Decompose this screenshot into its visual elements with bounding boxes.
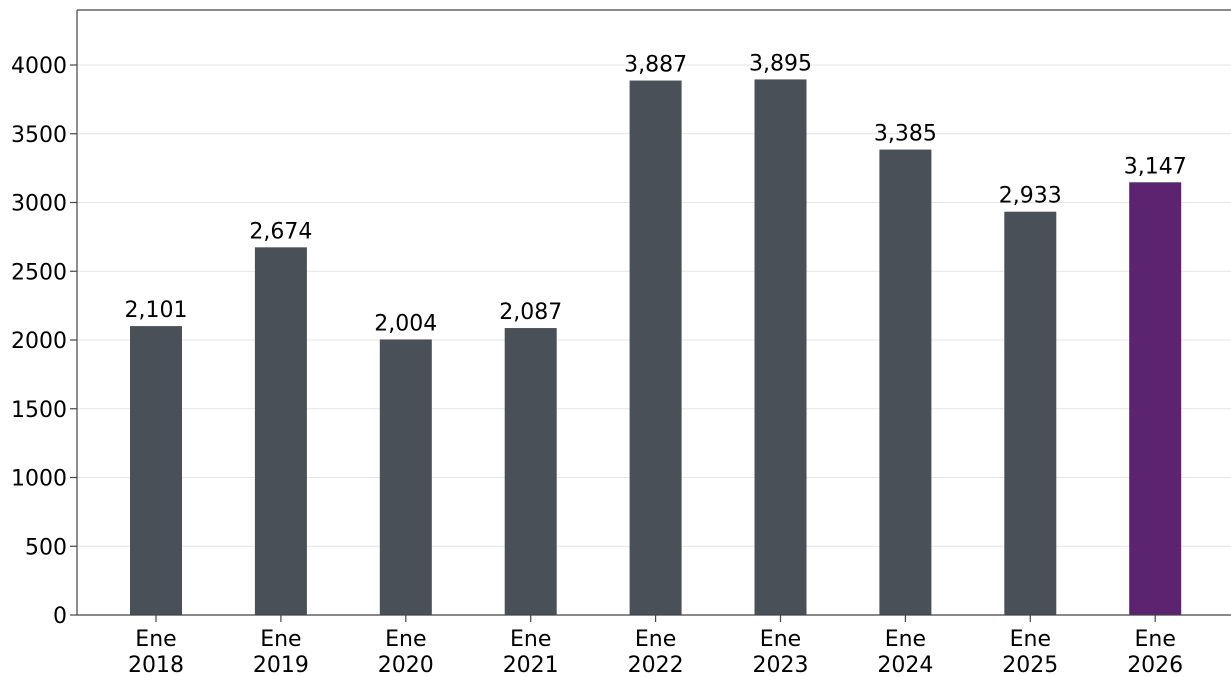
data-label: 2,087 <box>499 300 562 325</box>
bar <box>754 79 807 615</box>
x-tick-label-month: Ene <box>260 627 301 652</box>
data-label: 2,674 <box>249 219 312 244</box>
x-tick-label-year: 2026 <box>1127 653 1183 677</box>
data-label: 2,101 <box>125 298 188 323</box>
y-tick-label: 3000 <box>11 192 67 217</box>
y-tick-label: 2000 <box>11 329 67 354</box>
x-tick-label-month: Ene <box>1010 627 1051 652</box>
x-tick-label-month: Ene <box>635 627 676 652</box>
x-tick-label-year: 2019 <box>253 653 309 677</box>
bar <box>879 149 932 615</box>
bars <box>130 79 1182 616</box>
data-label: 2,004 <box>374 311 437 336</box>
x-tick-label-year: 2022 <box>628 653 684 677</box>
x-tick-label-month: Ene <box>1135 627 1176 652</box>
y-tick-label: 500 <box>25 535 67 560</box>
bar <box>504 328 557 615</box>
x-tick-label-year: 2025 <box>1002 653 1058 677</box>
data-labels: 2,101 2,674 2,004 2,087 3,887 3,895 3,385 2,933… <box>125 51 1187 336</box>
bar <box>254 247 307 615</box>
y-tick-label: 1500 <box>11 398 67 423</box>
x-tick-label-year: 2023 <box>753 653 809 677</box>
data-label: 3,895 <box>749 51 812 76</box>
data-label: 3,887 <box>624 53 687 78</box>
x-tick-label-month: Ene <box>760 627 801 652</box>
y-tick-label: 0 <box>53 604 67 629</box>
x-axis: Ene2018Ene2019Ene2020Ene2021Ene2022Ene20… <box>77 614 1231 677</box>
x-tick-label-year: 2020 <box>378 653 434 677</box>
x-tick-label-month: Ene <box>885 627 926 652</box>
x-tick-label-month: Ene <box>135 627 176 652</box>
x-tick-label-year: 2018 <box>128 653 184 677</box>
y-axis: 0 500 1000 1500 2000 2500 3000 3500 4000 <box>11 9 1231 629</box>
x-tick-label-month: Ene <box>385 627 426 652</box>
y-tick-label: 2500 <box>11 260 67 285</box>
bar <box>629 80 682 616</box>
x-tick-label-month: Ene <box>510 627 551 652</box>
y-tick-label: 4000 <box>11 54 67 79</box>
data-label: 2,933 <box>999 184 1062 209</box>
x-tick-label-year: 2024 <box>877 653 933 677</box>
bar <box>1004 211 1057 615</box>
x-tick-label-year: 2021 <box>503 653 559 677</box>
y-tick-label: 3500 <box>11 123 67 148</box>
data-label: 3,385 <box>874 122 937 147</box>
bar <box>130 326 182 615</box>
y-tick-label: 1000 <box>11 467 67 492</box>
data-label: 3,147 <box>1124 154 1187 179</box>
bar <box>379 339 432 615</box>
bar <box>1129 182 1182 615</box>
